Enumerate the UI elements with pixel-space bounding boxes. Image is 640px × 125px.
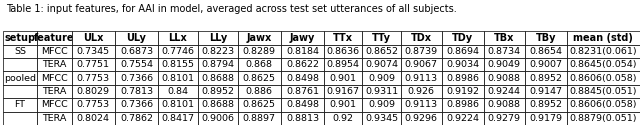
Text: Table 1: input features, for AAI in model, averaged across test set utterances o: Table 1: input features, for AAI in mode… [6,4,457,14]
